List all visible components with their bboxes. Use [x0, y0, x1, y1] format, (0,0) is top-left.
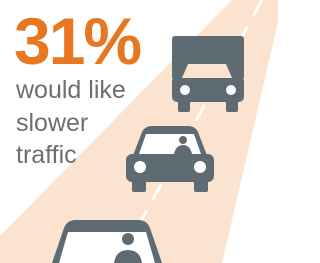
- caption-line: would like: [15, 76, 126, 104]
- car-icon: [52, 220, 162, 263]
- caption-line: traffic: [16, 141, 77, 169]
- truck-icon: [172, 36, 244, 112]
- page: {"stat": {"value": "31%", "caption_lines…: [0, 0, 278, 263]
- infographic: 31% would like slower traffic: [0, 0, 278, 263]
- stat-value: 31%: [14, 4, 140, 78]
- caption-line: slower: [16, 109, 88, 137]
